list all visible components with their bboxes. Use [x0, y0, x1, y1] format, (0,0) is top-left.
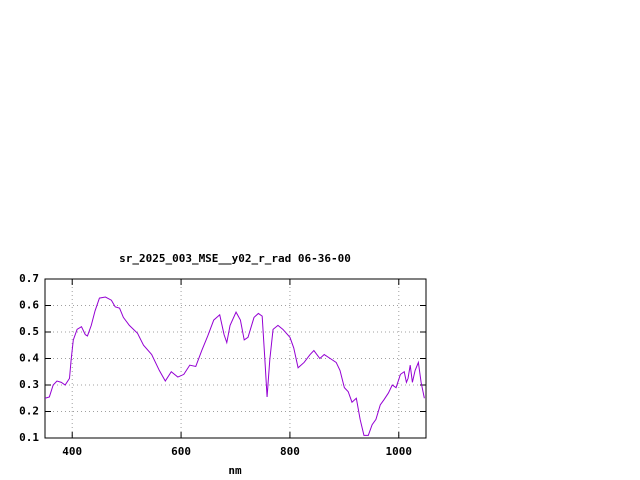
- chart-title: sr_2025_003_MSE__y02_r_rad 06-36-00: [119, 252, 351, 265]
- data-line: [44, 296, 425, 436]
- x-tick-label: 1000: [386, 445, 413, 458]
- x-tick-label: 400: [62, 445, 82, 458]
- y-tick-label: 0.1: [19, 431, 39, 444]
- x-tick-label: 600: [171, 445, 191, 458]
- y-tick-label: 0.3: [19, 378, 39, 391]
- y-tick-label: 0.2: [19, 405, 39, 418]
- x-axis-label: nm: [228, 464, 242, 477]
- y-tick-label: 0.5: [19, 325, 39, 338]
- y-tick-label: 0.7: [19, 272, 39, 285]
- x-tick-label: 800: [280, 445, 300, 458]
- y-tick-label: 0.4: [19, 352, 39, 365]
- y-tick-label: 0.6: [19, 299, 39, 312]
- plot-frame: [44, 278, 427, 439]
